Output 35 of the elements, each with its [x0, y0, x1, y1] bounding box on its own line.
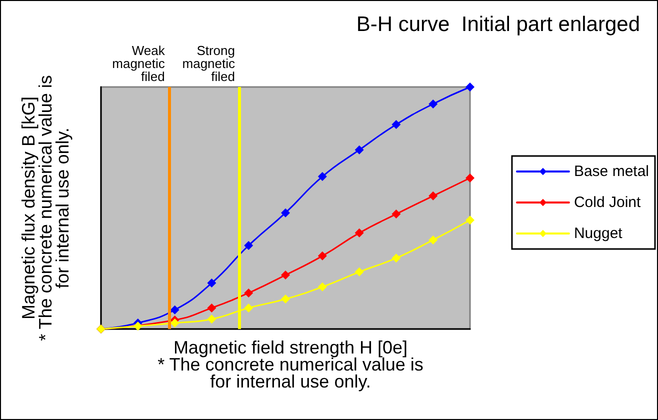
- point: [428, 191, 438, 200]
- point: [207, 303, 216, 312]
- point: [354, 145, 364, 154]
- point: [392, 210, 401, 219]
- legend-label: Cold Joint: [574, 194, 642, 211]
- point: [318, 282, 327, 292]
- x-axis-title: Magnetic field strength H [0e] * The concrete numerical value is for internal use only.: [158, 338, 424, 392]
- point: [281, 208, 290, 218]
- legend-label: Base metal: [574, 163, 650, 180]
- point: [281, 270, 290, 280]
- point: [207, 314, 216, 324]
- point: [244, 288, 254, 298]
- point: [133, 322, 142, 331]
- point: [466, 173, 474, 182]
- chart-title: B-H curve Initial part enlarged: [356, 13, 640, 36]
- point: [318, 172, 327, 182]
- point: [466, 82, 474, 92]
- point: [244, 303, 254, 312]
- point: [428, 99, 438, 108]
- point: [354, 267, 364, 276]
- point: [207, 278, 216, 288]
- point: [170, 318, 180, 328]
- y-axis-title: Magnetic flux density B [kG] * The concrete numerical value is for internal use only.: [18, 75, 72, 341]
- point: [428, 235, 438, 244]
- point: [354, 228, 364, 238]
- point: [244, 241, 254, 250]
- point: [170, 305, 180, 314]
- legend-label: Nugget: [574, 225, 624, 242]
- point: [466, 216, 474, 225]
- point: [281, 294, 290, 304]
- point: [318, 251, 327, 260]
- text: Weak magnetic filed: [112, 43, 166, 84]
- text: Strong magnetic filed: [182, 43, 236, 84]
- point: [392, 120, 401, 130]
- point: [392, 254, 401, 263]
